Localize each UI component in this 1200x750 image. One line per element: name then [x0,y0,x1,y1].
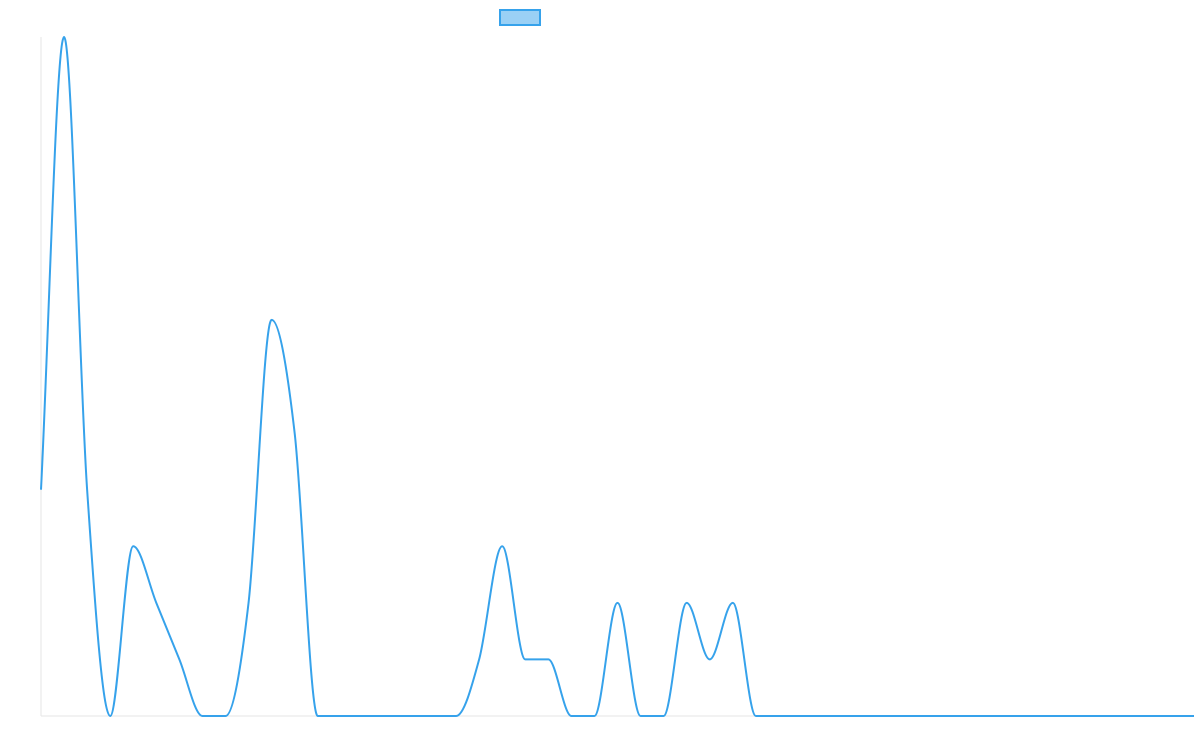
legend-swatch [499,9,541,26]
series-line [40,36,1194,717]
